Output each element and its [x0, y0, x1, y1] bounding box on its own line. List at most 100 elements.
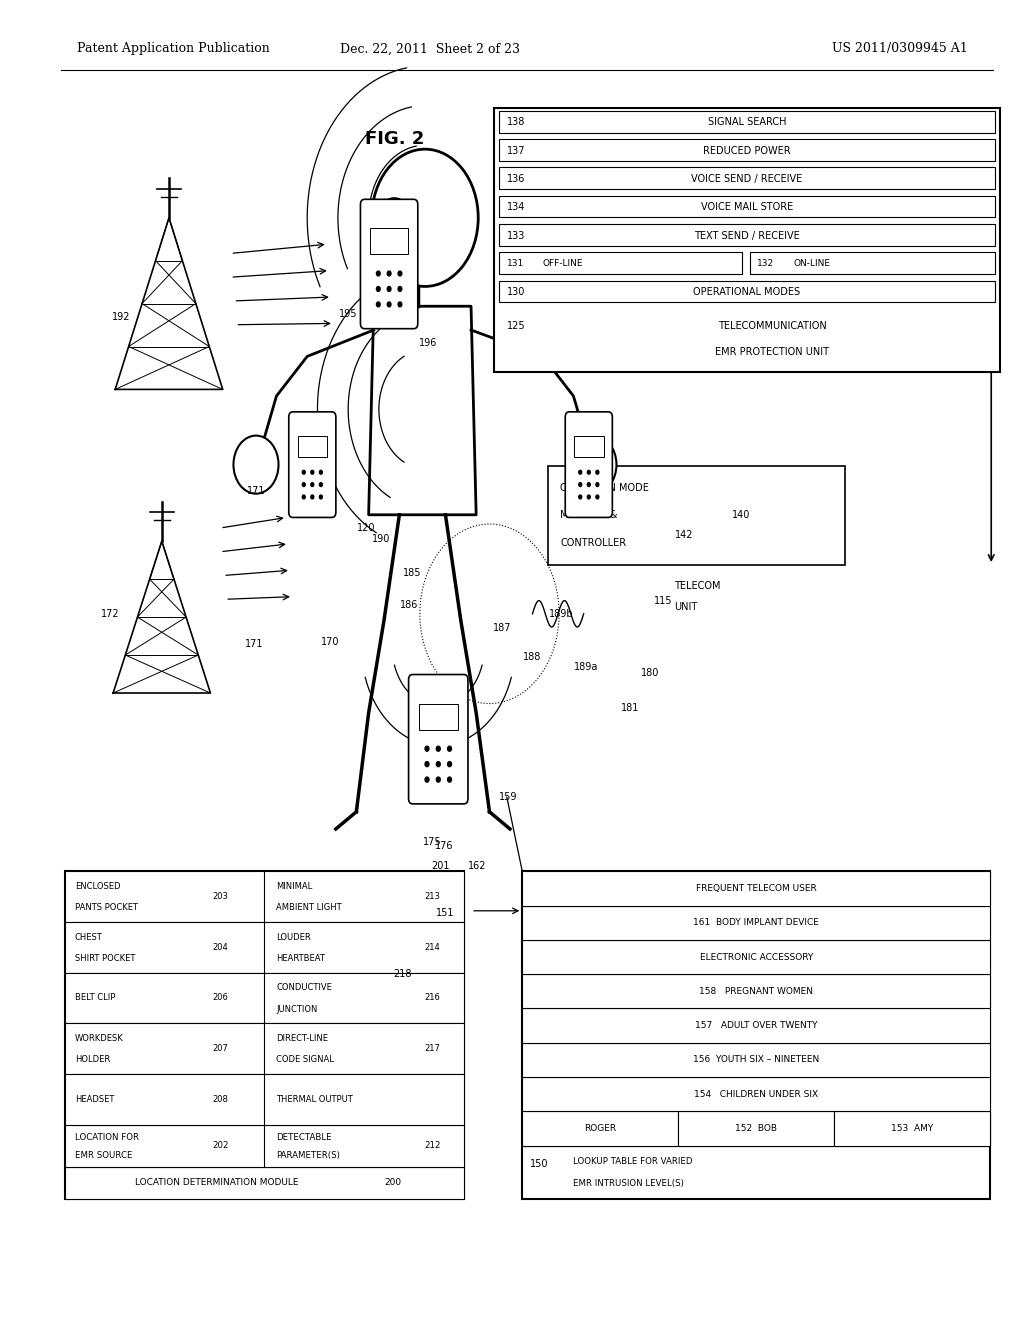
FancyBboxPatch shape: [835, 1111, 990, 1146]
Text: 195: 195: [339, 309, 357, 319]
Text: OPERATIONAL MODES: OPERATIONAL MODES: [693, 286, 801, 297]
Circle shape: [447, 746, 452, 751]
Text: MINIMAL: MINIMAL: [276, 882, 312, 891]
Text: Dec. 22, 2011  Sheet 2 of 23: Dec. 22, 2011 Sheet 2 of 23: [340, 42, 520, 55]
Polygon shape: [116, 218, 223, 389]
Text: 190: 190: [372, 533, 390, 544]
Text: ELECTRONIC ACCESSORY: ELECTRONIC ACCESSORY: [699, 953, 813, 961]
Text: CODE SIGNAL: CODE SIGNAL: [276, 1055, 334, 1064]
Text: 208: 208: [212, 1094, 228, 1104]
Text: 216: 216: [424, 994, 440, 1002]
Text: 130: 130: [507, 286, 525, 297]
Circle shape: [387, 302, 391, 306]
Text: 140: 140: [732, 511, 751, 520]
Text: 206: 206: [212, 994, 228, 1002]
Text: THERMAL OUTPUT: THERMAL OUTPUT: [276, 1094, 353, 1104]
Circle shape: [425, 762, 429, 767]
Text: CONDUCTIVE: CONDUCTIVE: [276, 983, 332, 993]
Circle shape: [311, 495, 313, 499]
Text: 134: 134: [507, 202, 525, 213]
Text: 200: 200: [384, 1179, 401, 1187]
Text: 201: 201: [431, 861, 450, 871]
FancyBboxPatch shape: [750, 252, 995, 275]
Text: OFF-LINE: OFF-LINE: [543, 259, 584, 268]
Text: 172: 172: [101, 609, 120, 619]
Polygon shape: [369, 306, 476, 515]
Text: 137: 137: [507, 145, 525, 156]
Text: ENCLOSED: ENCLOSED: [75, 882, 120, 891]
Text: PANTS POCKET: PANTS POCKET: [75, 903, 138, 912]
Text: HEADSET: HEADSET: [75, 1094, 114, 1104]
Circle shape: [398, 271, 401, 276]
Text: 171: 171: [245, 639, 263, 649]
Circle shape: [319, 470, 323, 474]
Text: EMR SOURCE: EMR SOURCE: [75, 1151, 132, 1159]
Text: 186: 186: [400, 599, 419, 610]
Text: EMR INTRUSION LEVEL(S): EMR INTRUSION LEVEL(S): [573, 1179, 684, 1188]
Circle shape: [377, 286, 380, 292]
Text: VOICE MAIL STORE: VOICE MAIL STORE: [700, 202, 794, 213]
Text: 185: 185: [403, 568, 422, 578]
FancyBboxPatch shape: [522, 974, 990, 1008]
Circle shape: [588, 470, 590, 474]
Text: US 2011/0309945 A1: US 2011/0309945 A1: [831, 42, 968, 55]
FancyBboxPatch shape: [522, 940, 990, 974]
Text: 214: 214: [424, 942, 439, 952]
FancyBboxPatch shape: [65, 1074, 464, 1125]
Text: 132: 132: [758, 259, 774, 268]
Text: 154   CHILDREN UNDER SIX: 154 CHILDREN UNDER SIX: [694, 1090, 818, 1098]
Text: SIGNAL SEARCH: SIGNAL SEARCH: [708, 117, 786, 128]
Circle shape: [302, 470, 305, 474]
Circle shape: [436, 746, 440, 751]
Text: 192: 192: [112, 312, 130, 322]
Circle shape: [311, 470, 313, 474]
Circle shape: [596, 470, 599, 474]
Text: Patent Application Publication: Patent Application Publication: [77, 42, 269, 55]
Text: DETECTABLE: DETECTABLE: [276, 1133, 332, 1142]
Text: 131: 131: [507, 259, 524, 268]
Text: UNIT: UNIT: [674, 602, 697, 612]
Circle shape: [377, 271, 380, 276]
Text: HOLDER: HOLDER: [75, 1055, 110, 1064]
Text: SHIRT POCKET: SHIRT POCKET: [75, 954, 135, 962]
Text: 133: 133: [507, 231, 525, 240]
Text: 120: 120: [357, 523, 376, 533]
Circle shape: [311, 483, 313, 487]
FancyBboxPatch shape: [371, 228, 408, 255]
Circle shape: [588, 495, 590, 499]
Text: ON-LINE: ON-LINE: [794, 259, 830, 268]
Text: EMR PROTECTION UNIT: EMR PROTECTION UNIT: [716, 347, 829, 358]
Circle shape: [447, 762, 452, 767]
Text: 196: 196: [419, 338, 437, 348]
Text: 189a: 189a: [573, 661, 598, 672]
FancyBboxPatch shape: [499, 111, 995, 132]
FancyBboxPatch shape: [499, 195, 995, 218]
Polygon shape: [113, 541, 211, 693]
FancyBboxPatch shape: [499, 224, 995, 246]
Text: 212: 212: [424, 1142, 440, 1150]
Circle shape: [596, 483, 599, 487]
Text: 203: 203: [212, 892, 228, 902]
FancyBboxPatch shape: [494, 108, 1000, 372]
Circle shape: [302, 483, 305, 487]
Text: 157   ADULT OVER TWENTY: 157 ADULT OVER TWENTY: [695, 1022, 817, 1030]
Circle shape: [376, 198, 413, 246]
Text: 176: 176: [435, 841, 454, 851]
FancyBboxPatch shape: [565, 412, 612, 517]
Circle shape: [447, 777, 452, 781]
Circle shape: [436, 762, 440, 767]
FancyBboxPatch shape: [522, 1008, 990, 1043]
Text: CONTROLLER: CONTROLLER: [560, 539, 627, 548]
Text: 207: 207: [212, 1044, 228, 1053]
Text: REDUCED POWER: REDUCED POWER: [703, 145, 791, 156]
Text: TELECOMMUNICATION: TELECOMMUNICATION: [718, 321, 826, 331]
Text: LOCATION DETERMINATION MODULE: LOCATION DETERMINATION MODULE: [134, 1179, 298, 1187]
Circle shape: [436, 777, 440, 781]
Circle shape: [302, 495, 305, 499]
Circle shape: [319, 483, 323, 487]
Text: LOOKUP TABLE FOR VARIED: LOOKUP TABLE FOR VARIED: [573, 1158, 693, 1166]
FancyBboxPatch shape: [499, 281, 995, 302]
Text: 159: 159: [499, 792, 517, 803]
Text: 138: 138: [507, 117, 525, 128]
FancyBboxPatch shape: [65, 871, 464, 1199]
